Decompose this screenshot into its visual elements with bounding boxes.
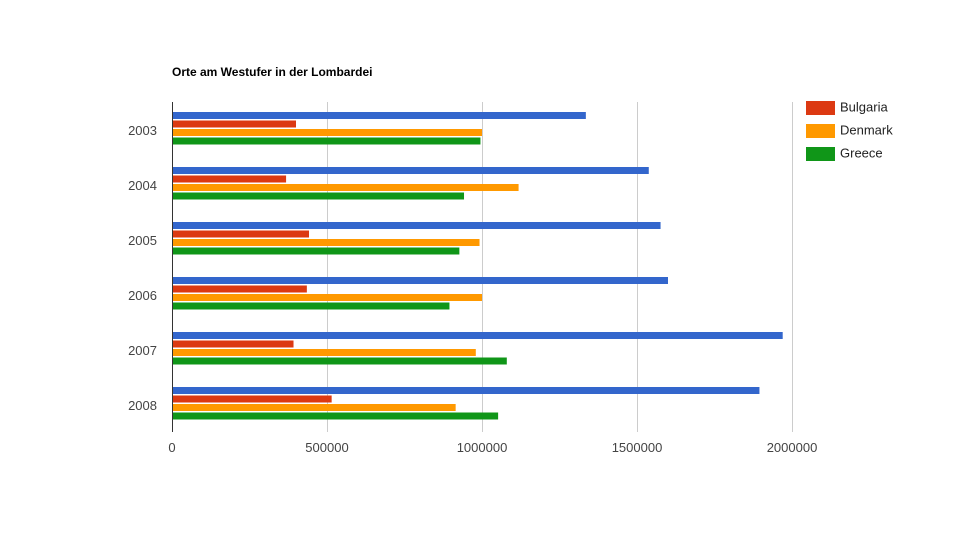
bar-series-1-2004 [173,167,649,174]
bar-bulgaria-2004 [173,175,287,183]
legend: Bulgaria Denmark Greece [806,99,893,161]
bar-series-1-2008 [173,387,760,394]
bar-denmark-2005 [173,239,480,246]
y-tick-label: 2008 [128,398,157,413]
bar-bulgaria-2005 [173,230,310,238]
chart-title: Orte am Westufer in der Lombardei [172,65,373,79]
bar-greece-2008 [173,412,499,420]
bars [173,112,783,420]
bar-bulgaria-2006 [173,285,307,293]
legend-label-greece: Greece [840,145,883,160]
legend-swatch-greece [806,147,835,161]
bar-series-1-2007 [173,332,783,339]
legend-label-bulgaria: Bulgaria [840,99,888,114]
legend-label-denmark: Denmark [840,122,893,137]
x-tick-label: 1000000 [457,440,508,455]
bar-bulgaria-2003 [173,120,296,128]
bar-denmark-2003 [173,129,482,136]
y-tick-label: 2005 [128,233,157,248]
legend-swatch-bulgaria [806,101,835,115]
bar-greece-2007 [173,357,507,365]
y-tick-label: 2003 [128,123,157,138]
bar-denmark-2007 [173,349,476,356]
bar-series-1-2003 [173,112,586,119]
y-axis-labels: 2003 2004 2005 2006 2007 2008 [128,123,157,413]
bar-denmark-2006 [173,294,482,301]
y-tick-label: 2007 [128,343,157,358]
gridlines [327,102,793,432]
bar-greece-2006 [173,302,450,310]
x-tick-label: 2000000 [767,440,818,455]
y-tick-label: 2006 [128,288,157,303]
legend-swatch-denmark [806,124,835,138]
x-tick-label: 0 [168,440,175,455]
bar-series-1-2005 [173,222,661,229]
x-tick-label: 500000 [305,440,348,455]
x-tick-label: 1500000 [612,440,663,455]
bar-greece-2004 [173,192,465,200]
bar-bulgaria-2008 [173,395,332,403]
bar-bulgaria-2007 [173,340,294,348]
x-axis-labels: 0 500000 1000000 1500000 2000000 [168,440,817,455]
bar-denmark-2008 [173,404,456,411]
bar-greece-2003 [173,137,481,145]
bar-greece-2005 [173,247,460,255]
bar-denmark-2004 [173,184,519,191]
y-tick-label: 2004 [128,178,157,193]
bar-series-1-2006 [173,277,668,284]
